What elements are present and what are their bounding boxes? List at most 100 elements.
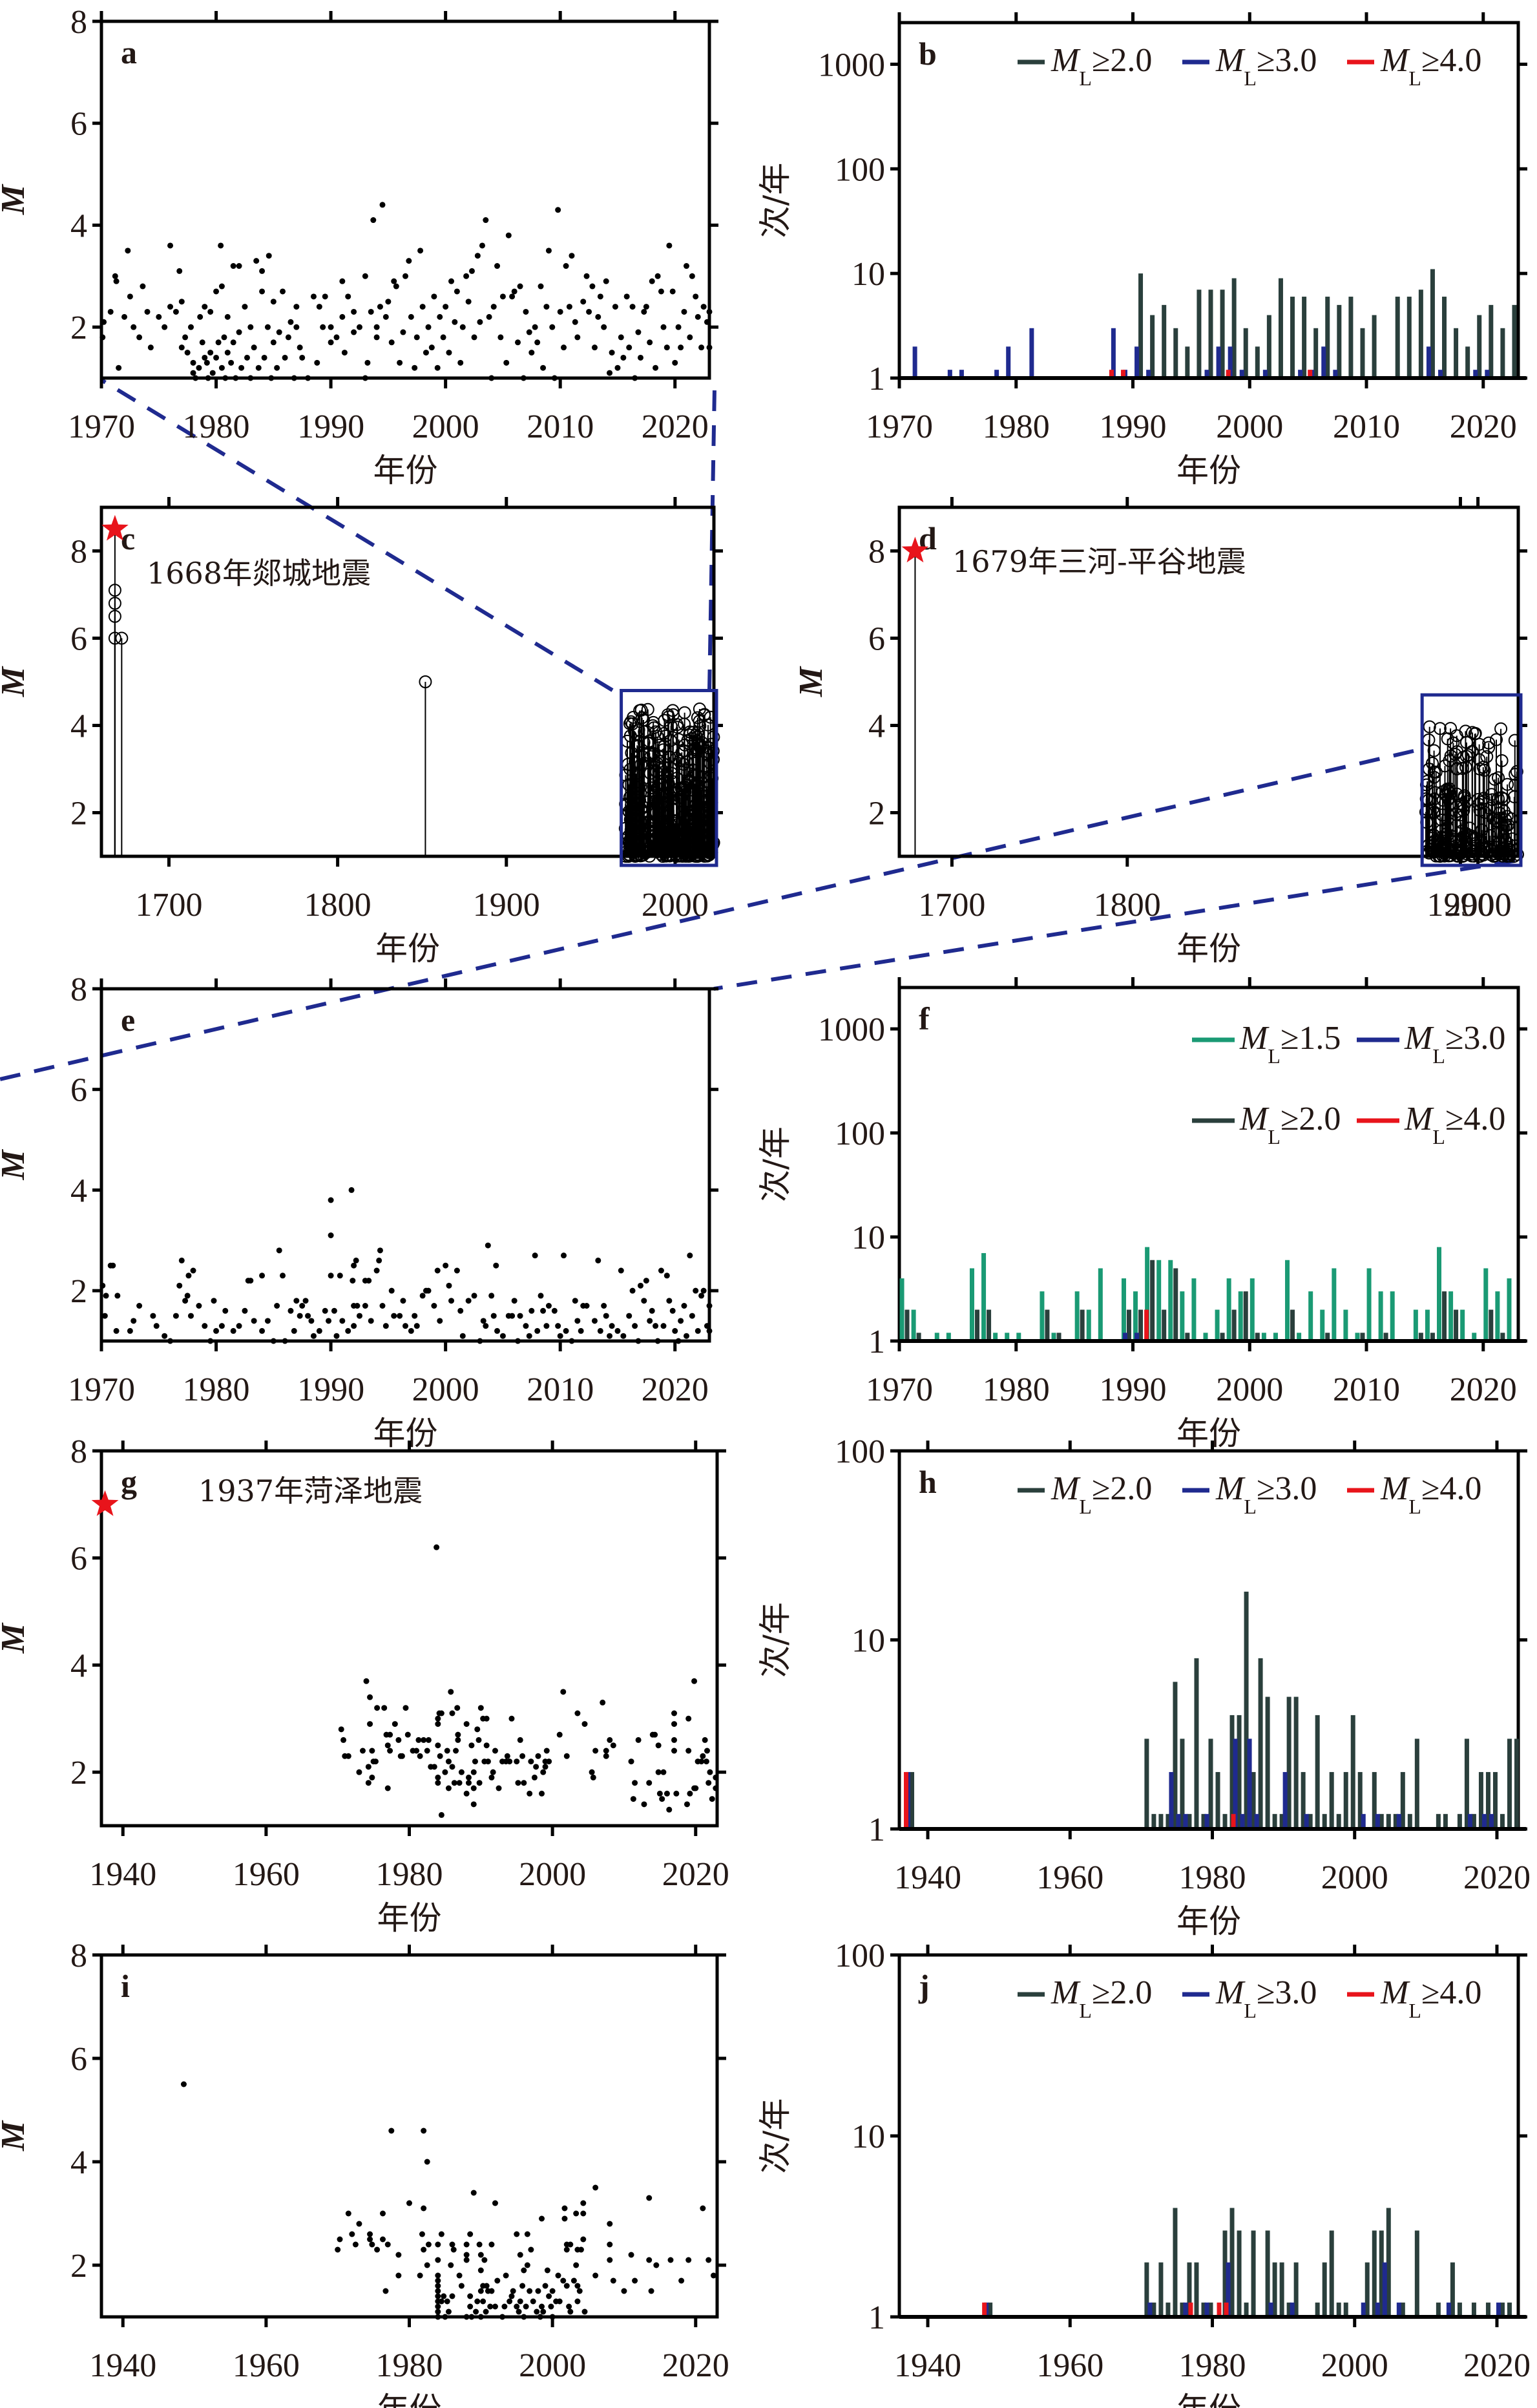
data-point: [477, 319, 483, 325]
panel-b: 1970 1980 1990 2000 2010 2020 1 10 100 1000 年份 次/年 b…: [757, 12, 1527, 489]
data-point: [299, 354, 306, 361]
legend-label-m: M: [1380, 42, 1410, 79]
data-point: [508, 2293, 515, 2299]
data-point: [448, 2262, 454, 2268]
data-point: [369, 1774, 375, 1780]
data-point: [675, 324, 682, 330]
data-point: [653, 364, 659, 371]
bar: [1382, 2262, 1387, 2317]
data-point: [374, 2246, 381, 2253]
data-point: [681, 1303, 687, 1309]
bar: [1414, 1738, 1419, 1829]
data-point: [488, 2288, 495, 2294]
data-point: [570, 2277, 577, 2284]
y-tick-label: 1: [868, 1811, 885, 1848]
bar: [1361, 1813, 1366, 1829]
data-point: [376, 1257, 382, 1263]
data-point: [597, 293, 603, 300]
bar: [1173, 1682, 1178, 1829]
data-point: [261, 354, 267, 361]
data-point: [435, 1780, 441, 1786]
data-point: [228, 359, 235, 366]
event-annotation: 1668年郯城地震: [147, 556, 371, 591]
bar: [1138, 273, 1144, 378]
panel-letter: f: [919, 1000, 930, 1037]
bar: [1393, 1813, 1398, 1829]
data-point: [356, 1769, 362, 1775]
data-point: [595, 1257, 601, 1263]
data-point: [421, 2246, 427, 2253]
data-point: [597, 1327, 603, 1334]
data-point: [485, 1242, 491, 1249]
data-point: [167, 1338, 174, 1344]
bar: [1240, 1813, 1245, 1829]
bar: [1243, 1291, 1248, 1341]
stem-marker-modern: [1454, 816, 1468, 829]
data-point: [572, 319, 578, 325]
data-point: [367, 1694, 373, 1700]
bar: [1282, 1771, 1288, 1829]
data-point: [230, 339, 236, 346]
scatter-points: [99, 1187, 713, 1344]
y-axis-title: 次/年: [757, 2098, 794, 2174]
bar: [1145, 1247, 1150, 1341]
bar: [1187, 1813, 1192, 1829]
x-tick-label: 2000: [642, 887, 709, 924]
data-point: [539, 2215, 545, 2222]
data-point: [442, 1769, 448, 1775]
data-point: [387, 1748, 393, 1754]
zoom-box: [620, 689, 718, 867]
data-point: [681, 308, 687, 315]
bar: [1308, 370, 1313, 378]
bar-series-ml20: [988, 2208, 1512, 2317]
bar-series-ml30: [1122, 1333, 1140, 1341]
x-tick-label: 1700: [135, 887, 202, 924]
data-point: [514, 1758, 520, 1765]
data-point: [173, 308, 179, 315]
data-point: [377, 304, 383, 310]
data-point: [453, 1748, 459, 1754]
data-point: [468, 1742, 475, 1749]
data-point: [485, 1758, 491, 1765]
data-point: [607, 1333, 613, 1339]
bar: [1450, 2262, 1455, 2317]
y-tick-label: 10: [852, 2118, 885, 2155]
data-point: [514, 2231, 520, 2237]
data-point: [540, 1307, 547, 1314]
data-point: [242, 1307, 248, 1314]
data-point: [310, 1333, 317, 1339]
legend-label-sub: L: [1244, 1495, 1257, 1518]
legend: ML≥2.0 ML≥3.0 ML≥4.0: [1018, 1470, 1481, 1518]
connector-c-to-a-left: [100, 378, 614, 692]
legend: ML≥2.0 ML≥3.0 ML≥4.0: [1018, 42, 1481, 90]
data-point: [543, 304, 550, 310]
data-point: [397, 359, 403, 366]
x-tick-label: 1940: [89, 1856, 156, 1893]
bar: [1343, 1771, 1348, 1829]
data-point: [377, 1247, 383, 1254]
data-point: [561, 344, 567, 351]
data-point: [488, 375, 495, 381]
data-point: [328, 324, 334, 330]
data-point: [293, 324, 300, 330]
data-point: [431, 1303, 437, 1309]
data-point: [517, 1737, 523, 1743]
stem-marker-modern: [1472, 753, 1486, 766]
bar: [1386, 2208, 1391, 2317]
legend-label-m: M: [1239, 1020, 1270, 1057]
data-point: [589, 1769, 595, 1775]
x-tick-label: 1940: [894, 1859, 961, 1896]
data-point: [280, 1273, 286, 1279]
stem-marker-modern: [624, 715, 638, 728]
stem-marker-modern: [1441, 784, 1455, 797]
bar: [1144, 1309, 1149, 1341]
data-point: [178, 1257, 185, 1263]
data-point: [684, 1801, 690, 1808]
y-tick-label: 10: [852, 1220, 885, 1256]
stem-marker-modern: [1505, 812, 1518, 826]
x-tick-label: 1800: [304, 887, 371, 924]
bar: [1436, 2302, 1441, 2317]
stem-series: [108, 529, 720, 863]
legend-label-rest: ≥3.0: [1257, 1470, 1317, 1507]
